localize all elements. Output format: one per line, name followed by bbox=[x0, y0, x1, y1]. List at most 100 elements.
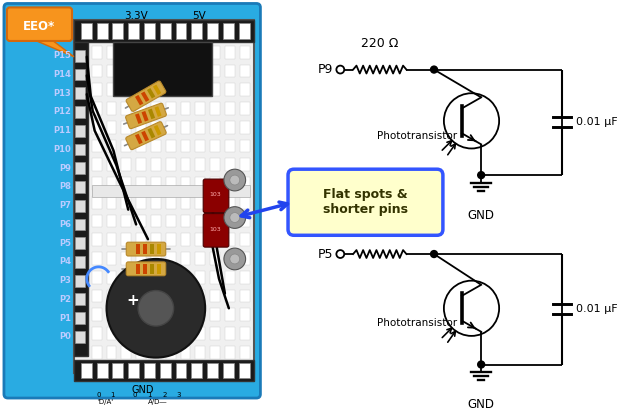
Bar bbox=[106, 65, 116, 78]
Bar bbox=[181, 65, 191, 78]
Bar bbox=[195, 234, 205, 246]
Bar bbox=[106, 346, 116, 359]
Bar bbox=[191, 23, 202, 39]
Bar bbox=[195, 158, 205, 171]
Text: P15: P15 bbox=[53, 51, 71, 60]
Bar bbox=[240, 65, 249, 78]
FancyBboxPatch shape bbox=[203, 179, 229, 213]
Bar bbox=[106, 83, 116, 96]
Bar bbox=[225, 196, 235, 208]
Bar bbox=[92, 140, 102, 153]
Text: 3.3V: 3.3V bbox=[124, 11, 148, 21]
Bar bbox=[75, 125, 85, 137]
Text: GND: GND bbox=[468, 208, 494, 222]
Bar bbox=[181, 327, 191, 340]
Bar bbox=[106, 158, 116, 171]
Text: P0: P0 bbox=[59, 332, 71, 342]
Bar bbox=[143, 264, 147, 274]
Bar bbox=[151, 140, 161, 153]
Bar bbox=[136, 121, 146, 134]
Bar bbox=[166, 102, 176, 115]
Bar bbox=[135, 95, 143, 106]
Text: P5: P5 bbox=[318, 248, 333, 261]
Bar bbox=[181, 252, 191, 265]
Bar bbox=[225, 158, 235, 171]
Text: P9: P9 bbox=[318, 63, 333, 76]
Bar bbox=[151, 46, 161, 59]
Bar bbox=[181, 346, 191, 359]
Bar bbox=[239, 362, 249, 378]
Bar bbox=[207, 362, 218, 378]
Bar bbox=[225, 346, 235, 359]
Bar bbox=[160, 362, 171, 378]
Circle shape bbox=[106, 259, 205, 358]
Bar bbox=[136, 215, 146, 227]
Bar bbox=[74, 20, 254, 373]
Bar bbox=[151, 289, 161, 302]
Bar bbox=[75, 256, 85, 268]
Bar bbox=[195, 102, 205, 115]
Bar bbox=[74, 359, 254, 381]
Bar bbox=[210, 121, 220, 134]
Bar bbox=[106, 252, 116, 265]
Bar bbox=[151, 308, 161, 321]
Bar bbox=[136, 177, 146, 190]
Bar bbox=[147, 88, 155, 98]
Bar bbox=[151, 271, 161, 284]
Bar bbox=[240, 46, 249, 59]
Bar bbox=[112, 23, 123, 39]
Bar bbox=[92, 121, 102, 134]
Bar bbox=[121, 308, 131, 321]
Bar bbox=[181, 121, 191, 134]
Bar bbox=[240, 346, 249, 359]
Bar bbox=[240, 252, 249, 265]
Text: P11: P11 bbox=[53, 126, 71, 135]
Circle shape bbox=[138, 291, 174, 326]
Bar bbox=[143, 244, 147, 254]
Bar bbox=[225, 215, 235, 227]
Bar bbox=[223, 362, 234, 378]
Bar bbox=[136, 140, 146, 153]
Bar bbox=[210, 327, 220, 340]
Bar bbox=[181, 140, 191, 153]
Bar bbox=[106, 271, 116, 284]
Bar bbox=[191, 362, 202, 378]
Bar bbox=[128, 23, 139, 39]
Bar bbox=[151, 196, 161, 208]
Text: 0.01 μF: 0.01 μF bbox=[576, 304, 618, 314]
Bar bbox=[166, 308, 176, 321]
Bar bbox=[75, 219, 85, 230]
Polygon shape bbox=[29, 38, 74, 57]
Circle shape bbox=[478, 172, 484, 178]
Text: P7: P7 bbox=[59, 201, 71, 210]
Bar bbox=[225, 271, 235, 284]
Bar bbox=[92, 215, 102, 227]
Bar bbox=[92, 252, 102, 265]
Bar bbox=[135, 113, 142, 124]
Bar bbox=[240, 158, 249, 171]
Bar bbox=[92, 346, 102, 359]
Bar bbox=[75, 200, 85, 211]
Bar bbox=[75, 50, 85, 62]
Bar bbox=[181, 196, 191, 208]
Text: P8: P8 bbox=[59, 183, 71, 191]
Bar bbox=[166, 215, 176, 227]
Bar bbox=[181, 46, 191, 59]
Bar bbox=[106, 308, 116, 321]
Bar bbox=[166, 121, 176, 134]
Text: 2: 2 bbox=[162, 392, 167, 398]
Bar bbox=[181, 158, 191, 171]
Bar bbox=[176, 23, 186, 39]
FancyBboxPatch shape bbox=[203, 214, 229, 247]
Bar bbox=[92, 289, 102, 302]
Bar bbox=[166, 346, 176, 359]
Bar bbox=[151, 327, 161, 340]
Bar bbox=[195, 308, 205, 321]
Text: EEO*: EEO* bbox=[23, 20, 56, 33]
Bar bbox=[106, 289, 116, 302]
Bar bbox=[121, 346, 131, 359]
Bar bbox=[181, 308, 191, 321]
Circle shape bbox=[224, 207, 246, 229]
Bar bbox=[121, 215, 131, 227]
Bar bbox=[136, 271, 146, 284]
